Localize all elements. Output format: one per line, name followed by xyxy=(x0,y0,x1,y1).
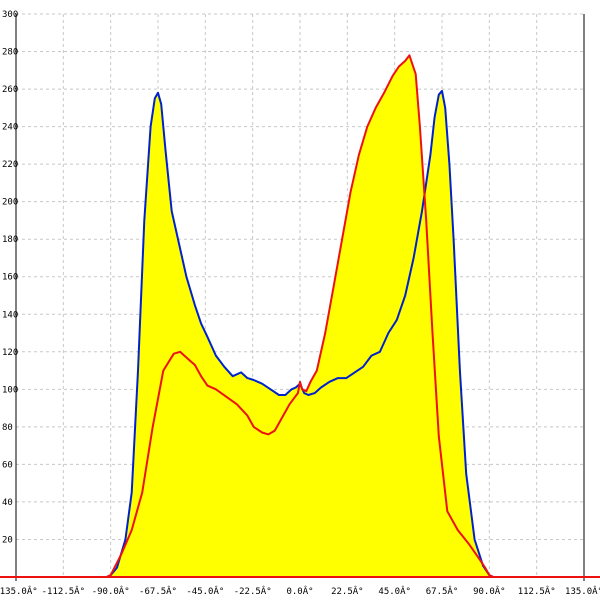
y-tick-label: 160 xyxy=(2,273,18,283)
y-tick-label: 140 xyxy=(2,310,18,320)
y-tick-label: 280 xyxy=(2,48,18,58)
y-tick-label: 100 xyxy=(2,385,18,395)
tick-labels: 20 40 60 80 100 120 140 160 180 200 220 240 260 280 30… xyxy=(0,10,600,597)
x-tick-label: 90.0Â° xyxy=(473,585,506,597)
y-tick-label: 20 xyxy=(2,535,13,545)
y-tick-label: 300 xyxy=(2,10,18,20)
yellow-fill-area xyxy=(16,55,584,578)
x-tick-label: -67.5Â° xyxy=(139,585,177,597)
fill-area-layer xyxy=(16,55,584,578)
y-tick-label: 260 xyxy=(2,85,18,95)
x-tick-label: 112.5Â° xyxy=(518,585,556,597)
y-tick-label: 240 xyxy=(2,123,18,133)
x-tick-label: -90.0Â° xyxy=(92,585,130,597)
x-tick-label: 135.0Â° xyxy=(565,585,600,597)
y-tick-label: 120 xyxy=(2,348,18,358)
y-tick-label: 180 xyxy=(2,235,18,245)
y-tick-label: 200 xyxy=(2,198,18,208)
y-tick-label: 80 xyxy=(2,423,13,433)
series-line-red xyxy=(16,54,584,578)
y-tick-label: 40 xyxy=(2,498,13,508)
x-tick-label: 0.0Â° xyxy=(286,585,313,597)
x-tick-label: 22.5Â° xyxy=(331,585,364,597)
x-tick-label: 45.0Â° xyxy=(378,585,411,597)
y-tick-label: 60 xyxy=(2,460,13,470)
x-tick-label: -22.5Â° xyxy=(234,585,272,597)
series-line-blue xyxy=(16,89,584,578)
y-tick-label: 220 xyxy=(2,160,18,170)
series-layer xyxy=(16,54,584,578)
axes xyxy=(0,14,600,581)
x-tick-label: -45.0Â° xyxy=(186,585,224,597)
x-tick-label: -135.0Â° xyxy=(0,585,38,597)
x-tick-label: -112.5Â° xyxy=(42,585,85,597)
x-tick-label: 67.5Â° xyxy=(426,585,459,597)
